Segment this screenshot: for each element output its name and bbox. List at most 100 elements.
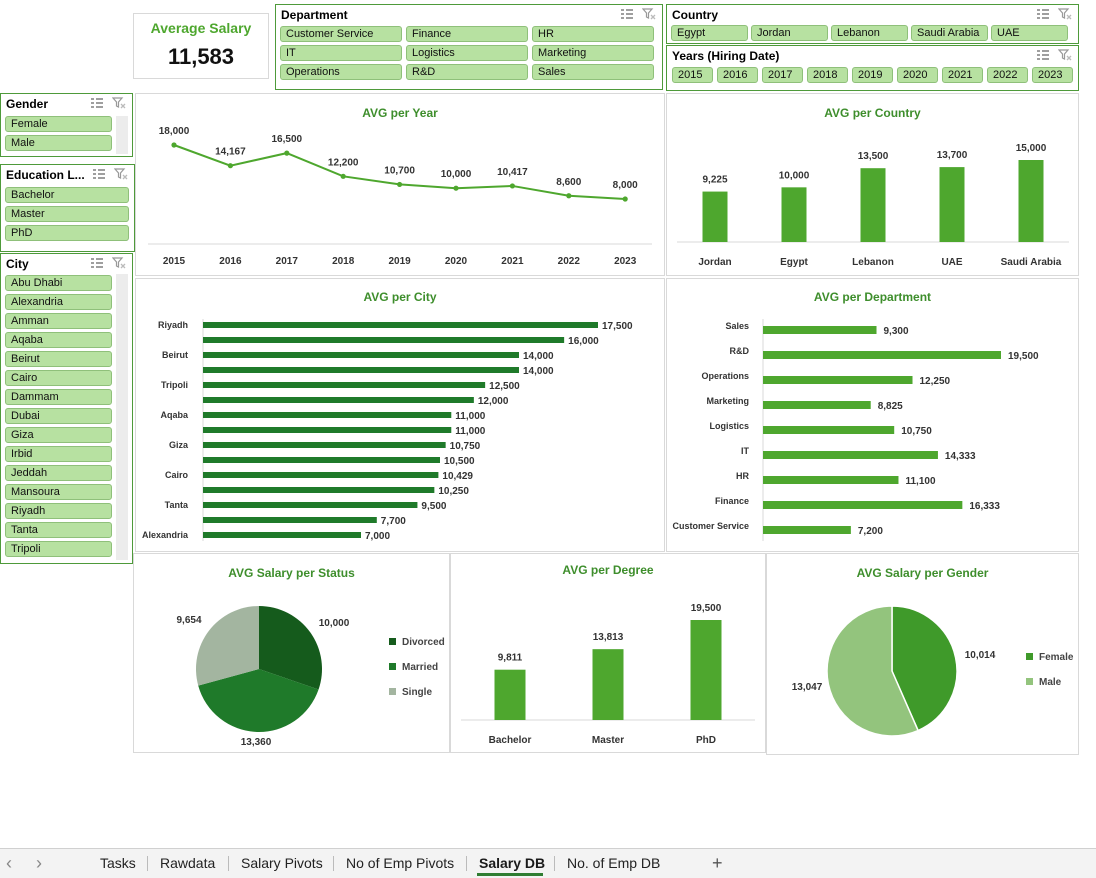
slicer-item-it[interactable]: IT <box>280 45 402 61</box>
slicer-item-alexandria[interactable]: Alexandria <box>5 294 112 310</box>
slicer-item-2022[interactable]: 2022 <box>987 67 1028 83</box>
slicer-item-tripoli[interactable]: Tripoli <box>5 541 112 557</box>
data-label: 12,000 <box>478 396 509 407</box>
slicer-item-sales[interactable]: Sales <box>532 64 654 80</box>
sheet-tab-salary-db[interactable]: Salary DB <box>479 855 546 871</box>
tab-separator <box>228 856 229 871</box>
slicer-item-jeddah[interactable]: Jeddah <box>5 465 112 481</box>
slicer-item-amman[interactable]: Amman <box>5 313 112 329</box>
slicer-item-riyadh[interactable]: Riyadh <box>5 503 112 519</box>
data-label: 15,000 <box>1016 143 1047 154</box>
multi-select-icon[interactable] <box>1036 8 1050 20</box>
y-tick-label: R&D <box>730 346 750 356</box>
multi-select-icon[interactable] <box>90 257 104 269</box>
data-point <box>227 163 233 169</box>
bar <box>203 367 519 373</box>
multi-select-icon[interactable] <box>1036 49 1050 61</box>
slicer-item-2023[interactable]: 2023 <box>1032 67 1073 83</box>
slicer-item-r-d[interactable]: R&D <box>406 64 528 80</box>
slicer-item-master[interactable]: Master <box>5 206 129 222</box>
chart-title: AVG Salary per Status <box>228 566 355 580</box>
clear-filter-icon[interactable] <box>112 257 126 269</box>
data-label: 18,000 <box>159 126 190 137</box>
slicer-item-2018[interactable]: 2018 <box>807 67 848 83</box>
clear-filter-icon[interactable] <box>1058 49 1072 61</box>
multi-select-icon[interactable] <box>620 8 634 20</box>
slicer-item-saudi-arabia[interactable]: Saudi Arabia <box>911 25 988 41</box>
multi-select-icon[interactable] <box>92 168 106 180</box>
slicer-item-dammam[interactable]: Dammam <box>5 389 112 405</box>
clear-filter-icon[interactable] <box>642 8 656 20</box>
x-tick-label: PhD <box>696 735 716 746</box>
bar <box>763 351 1001 359</box>
sheet-tab-tasks[interactable]: Tasks <box>100 855 136 871</box>
data-label: 8,000 <box>613 180 638 191</box>
slicer-item-2019[interactable]: 2019 <box>852 67 893 83</box>
slicer-title: Gender <box>6 97 49 111</box>
slicer-item-uae[interactable]: UAE <box>991 25 1068 41</box>
slicer-item-aqaba[interactable]: Aqaba <box>5 332 112 348</box>
next-sheet-button[interactable]: › <box>36 853 42 873</box>
bar <box>1018 160 1044 242</box>
slicer-item-customer-service[interactable]: Customer Service <box>280 26 402 42</box>
slicer-item-beirut[interactable]: Beirut <box>5 351 112 367</box>
chart-title: AVG per City <box>363 290 437 304</box>
years-slicer: Years (Hiring Date) 2015 2016 2017 2018 2019… <box>666 45 1079 91</box>
slicer-item-marketing[interactable]: Marketing <box>532 45 654 61</box>
slicer-item-mansoura[interactable]: Mansoura <box>5 484 112 500</box>
kpi-value: 11,583 <box>167 44 235 69</box>
slicer-item-finance[interactable]: Finance <box>406 26 528 42</box>
clear-filter-icon[interactable] <box>114 168 128 180</box>
slicer-item-logistics[interactable]: Logistics <box>406 45 528 61</box>
slicer-item-lebanon[interactable]: Lebanon <box>831 25 908 41</box>
active-tab-indicator <box>477 873 543 876</box>
slicer-item-egypt[interactable]: Egypt <box>671 25 748 41</box>
avg-per-year-chart: AVG per Year 18,000 2015 14,167 2016 16,500 2… <box>135 93 665 276</box>
bar <box>203 322 598 328</box>
slicer-item-2016[interactable]: 2016 <box>717 67 758 83</box>
data-label: 14,167 <box>215 147 246 158</box>
sheet-tab-salary-pivots[interactable]: Salary Pivots <box>241 855 323 871</box>
clear-filter-icon[interactable] <box>1058 8 1072 20</box>
bar <box>939 167 965 242</box>
slicer-item-jordan[interactable]: Jordan <box>751 25 828 41</box>
data-label: 9,500 <box>421 501 446 512</box>
slicer-item-2020[interactable]: 2020 <box>897 67 938 83</box>
slicer-item-male[interactable]: Male <box>5 135 112 151</box>
bar <box>763 376 913 384</box>
slicer-item-irbid[interactable]: Irbid <box>5 446 112 462</box>
clear-filter-icon[interactable] <box>112 97 126 109</box>
slicer-item-2021[interactable]: 2021 <box>942 67 983 83</box>
slicer-item-operations[interactable]: Operations <box>280 64 402 80</box>
slicer-item-dubai[interactable]: Dubai <box>5 408 112 424</box>
slicer-item-giza[interactable]: Giza <box>5 427 112 443</box>
avg-per-country-chart: AVG per Country 9,225 Jordan 10,000 Egypt 13… <box>666 93 1079 276</box>
legend-swatch <box>1026 653 1033 660</box>
add-sheet-button[interactable]: + <box>712 853 723 873</box>
slicer-item-hr[interactable]: HR <box>532 26 654 42</box>
avg-per-department-chart: AVG per Department 9,300 Sales 19,500 R&D 12… <box>666 278 1079 552</box>
slicer-item-cairo[interactable]: Cairo <box>5 370 112 386</box>
data-label: 8,600 <box>556 177 581 188</box>
slicer-item-abu-dhabi[interactable]: Abu Dhabi <box>5 275 112 291</box>
slicer-item-tanta[interactable]: Tanta <box>5 522 112 538</box>
slicer-item-2015[interactable]: 2015 <box>672 67 713 83</box>
slicer-scrollbar[interactable] <box>116 116 128 154</box>
slicer-item-phd[interactable]: PhD <box>5 225 129 241</box>
data-label: 11,000 <box>455 426 485 437</box>
data-label: 14,000 <box>523 351 554 362</box>
sheet-tab-no-of-emp-pivots[interactable]: No of Emp Pivots <box>346 855 455 871</box>
sheet-tab-no-of-emp-db[interactable]: No. of Emp DB <box>567 855 661 871</box>
sheet-tab-rawdata[interactable]: Rawdata <box>160 855 216 871</box>
prev-sheet-button[interactable]: ‹ <box>6 853 12 873</box>
slicer-item-bachelor[interactable]: Bachelor <box>5 187 129 203</box>
slicer-item-2017[interactable]: 2017 <box>762 67 803 83</box>
slicer-item-female[interactable]: Female <box>5 116 112 132</box>
pie-slice <box>826 605 920 737</box>
multi-select-icon[interactable] <box>90 97 104 109</box>
bar <box>763 476 899 484</box>
x-tick-label: Jordan <box>698 257 731 268</box>
slicer-scrollbar[interactable] <box>116 274 128 560</box>
data-label: 10,700 <box>384 165 415 176</box>
y-tick-label: Giza <box>169 440 189 450</box>
